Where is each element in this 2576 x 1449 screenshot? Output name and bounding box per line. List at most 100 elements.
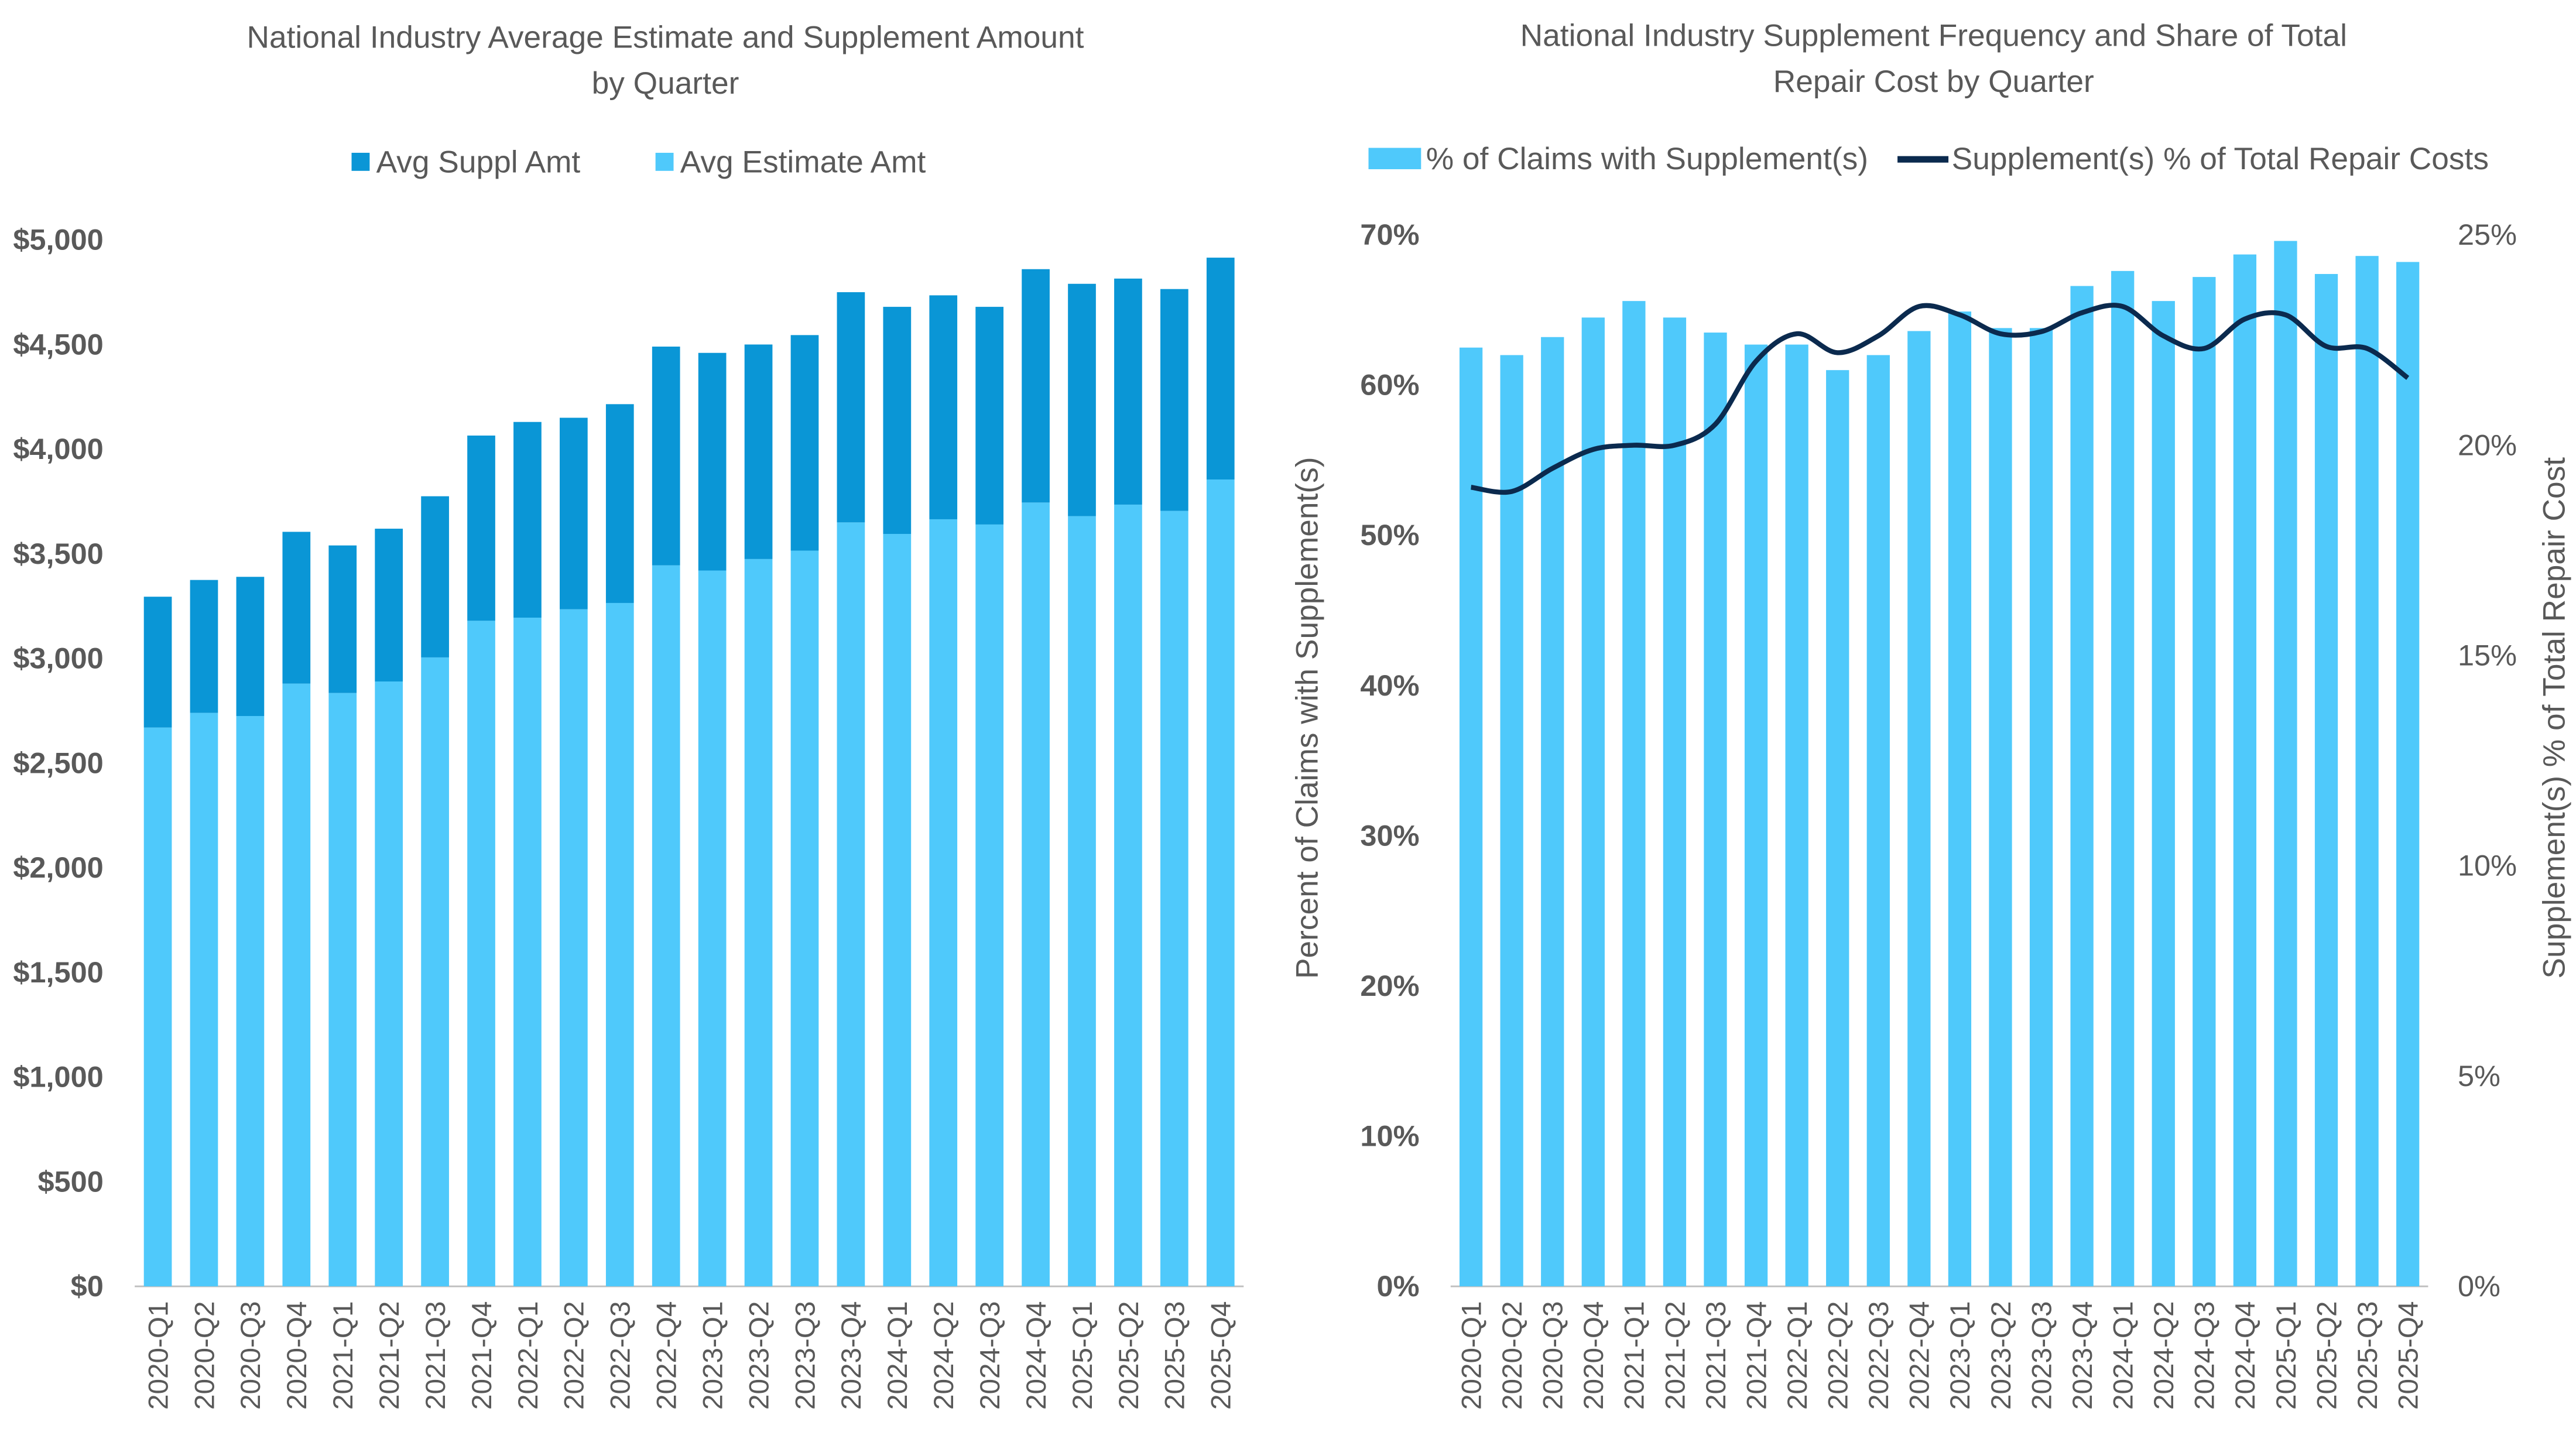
- bar-supplement: [837, 292, 865, 523]
- y-tick-label: 20%: [1360, 969, 1419, 1002]
- x-tick-label: 2024-Q1: [882, 1301, 913, 1410]
- x-tick-label: 2025-Q4: [2393, 1301, 2424, 1410]
- x-tick-label: 2021-Q3: [1701, 1301, 1732, 1410]
- y-tick-label: $1,000: [13, 1060, 103, 1094]
- bar-supplement: [421, 496, 449, 657]
- x-tick-label: 2023-Q3: [790, 1301, 821, 1410]
- bar-estimate: [328, 693, 357, 1287]
- bar-estimate: [744, 559, 773, 1287]
- bar-supplement: [513, 422, 542, 618]
- bar-claims-pct: [1581, 317, 1605, 1287]
- x-tick-label: 2025-Q1: [1067, 1301, 1098, 1410]
- bar-supplement: [375, 529, 403, 682]
- y-tick-label: 30%: [1360, 818, 1419, 852]
- bar-supplement: [143, 597, 172, 728]
- x-tick-label: 2020-Q4: [1578, 1301, 1609, 1410]
- bar-claims-pct: [2193, 277, 2216, 1287]
- bar-claims-pct: [1622, 301, 1646, 1287]
- x-tick-label: 2020-Q2: [189, 1301, 220, 1410]
- bar-claims-pct: [2355, 256, 2379, 1287]
- bar-estimate: [143, 727, 172, 1287]
- right-chart-title-line2: Repair Cost by Quarter: [1773, 64, 2094, 99]
- x-tick-label: 2021-Q2: [1660, 1301, 1691, 1410]
- x-tick-label: 2020-Q2: [1497, 1301, 1528, 1410]
- x-tick-label: 2021-Q1: [1619, 1301, 1650, 1410]
- bar-estimate: [1206, 479, 1235, 1287]
- x-tick-label: 2021-Q4: [467, 1301, 498, 1410]
- bar-estimate: [1068, 516, 1096, 1287]
- bar-claims-pct: [2111, 270, 2135, 1287]
- bar-claims-pct: [2029, 328, 2053, 1287]
- bar-estimate: [1160, 511, 1188, 1287]
- left-chart-title-line1: National Industry Average Estimate and S…: [246, 20, 1084, 54]
- y-axis-label-right: Supplement(s) % of Total Repair Cost: [2537, 457, 2571, 979]
- x-tick-label: 2024-Q2: [929, 1301, 960, 1410]
- bar-supplement: [282, 532, 311, 684]
- bar-supplement: [929, 295, 958, 519]
- y2-tick-label: 0%: [2458, 1269, 2500, 1303]
- y2-tick-label: 15%: [2458, 638, 2517, 672]
- y-tick-label: 70%: [1360, 218, 1419, 251]
- bar-estimate: [236, 716, 265, 1287]
- bar-supplement: [560, 417, 588, 609]
- bar-supplement: [236, 577, 265, 717]
- x-tick-label: 2022-Q1: [513, 1301, 544, 1410]
- bar-estimate: [513, 617, 542, 1287]
- bar-estimate: [375, 681, 403, 1287]
- bar-estimate: [929, 519, 958, 1287]
- x-tick-label: 2021-Q3: [420, 1301, 451, 1410]
- x-tick-label: 2024-Q4: [2230, 1301, 2261, 1410]
- bar-claims-pct: [1948, 311, 1972, 1287]
- bar-estimate: [1022, 502, 1050, 1287]
- bar-claims-pct: [2396, 262, 2420, 1287]
- x-tick-label: 2021-Q2: [374, 1301, 405, 1410]
- bar-supplement: [328, 545, 357, 693]
- bar-supplement: [790, 335, 819, 551]
- y2-tick-label: 5%: [2458, 1059, 2500, 1092]
- y-tick-label: 0%: [1376, 1269, 1419, 1303]
- y-tick-label: $3,000: [13, 642, 103, 675]
- x-tick-label: 2020-Q4: [282, 1301, 313, 1410]
- x-tick-label: 2022-Q3: [605, 1301, 636, 1410]
- bar-claims-pct: [1459, 347, 1483, 1287]
- x-tick-label: 2022-Q2: [559, 1301, 590, 1410]
- legend-swatch-estimate: [655, 152, 674, 171]
- x-tick-label: 2020-Q1: [143, 1301, 174, 1410]
- bar-estimate: [467, 621, 495, 1287]
- y-tick-label: $1,500: [13, 955, 103, 989]
- x-tick-label: 2023-Q1: [1945, 1301, 1976, 1410]
- bar-claims-pct: [2314, 273, 2338, 1287]
- x-tick-label: 2025-Q3: [2352, 1301, 2383, 1410]
- x-tick-label: 2023-Q4: [2067, 1301, 2098, 1410]
- y-axis-label-left: Percent of Claims with Supplement(s): [1290, 457, 1325, 979]
- bar-estimate: [282, 683, 311, 1287]
- x-tick-label: 2024-Q3: [975, 1301, 1006, 1410]
- x-tick-label: 2023-Q1: [697, 1301, 728, 1410]
- bar-estimate: [190, 712, 218, 1287]
- y-tick-label: 40%: [1360, 669, 1419, 702]
- line-supplement-share: [1470, 303, 2410, 495]
- bar-claims-pct: [1541, 337, 1564, 1287]
- legend-label-line: Supplement(s) % of Total Repair Costs: [1952, 142, 2489, 176]
- bar-claims-pct: [2152, 301, 2175, 1287]
- bar-estimate: [790, 550, 819, 1287]
- y-tick-label: 10%: [1360, 1119, 1419, 1152]
- bar-supplement: [1022, 269, 1050, 503]
- x-tick-label: 2022-Q3: [1864, 1301, 1895, 1410]
- x-tick-label: 2020-Q3: [235, 1301, 266, 1410]
- bar-claims-pct: [2274, 241, 2297, 1287]
- y2-tick-label: 25%: [2458, 218, 2517, 251]
- bar-estimate: [1114, 504, 1142, 1287]
- bar-claims-pct: [1663, 317, 1687, 1287]
- bar-estimate: [652, 565, 680, 1287]
- bar-supplement: [605, 404, 634, 603]
- bar-supplement: [744, 344, 773, 559]
- bar-claims-pct: [1866, 355, 1890, 1287]
- y-tick-label: $500: [37, 1164, 103, 1198]
- legend-label-suppl: Avg Suppl Amt: [376, 145, 581, 180]
- legend-swatch-claims: [1368, 148, 1421, 170]
- bar-supplement: [698, 352, 727, 571]
- y-tick-label: $4,500: [13, 327, 103, 361]
- bar-estimate: [883, 533, 912, 1287]
- x-tick-label: 2024-Q1: [2108, 1301, 2139, 1410]
